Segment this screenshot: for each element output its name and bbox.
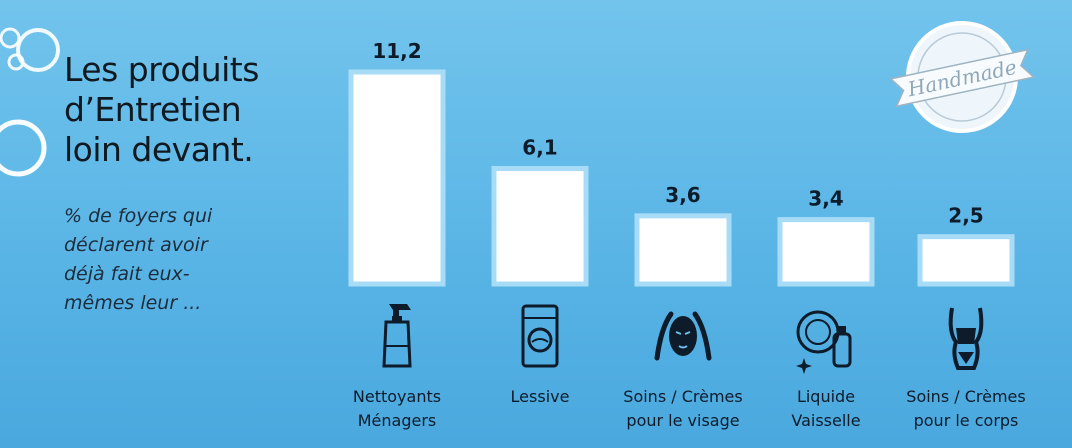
bar-2	[491, 166, 589, 287]
category-label-1-line-2: Ménagers	[358, 411, 437, 430]
category-label-5-line-2: pour le corps	[914, 411, 1019, 430]
category-label-3-line-2: pour le visage	[626, 411, 739, 430]
category-label-4-line-2: Vaisselle	[791, 411, 860, 430]
category-label-5-line-1: Soins / Crèmes	[906, 387, 1025, 406]
data-label-1: 11,2	[372, 39, 421, 63]
decorative-bubbles	[0, 27, 60, 177]
washing-machine-icon	[521, 304, 559, 368]
bar-3	[634, 213, 732, 287]
body-care-icon	[948, 307, 984, 370]
face-care-icon	[654, 311, 712, 361]
bar-4	[777, 217, 875, 287]
category-label-4-line-1: Liquide	[797, 387, 855, 406]
bar-1	[348, 69, 446, 287]
category-label-1-line-1: Nettoyants	[353, 387, 441, 406]
data-label-3: 3,6	[665, 183, 700, 207]
dish-soap-icon	[796, 310, 852, 374]
data-label-2: 6,1	[522, 136, 557, 160]
spray-bottle-icon	[382, 304, 412, 368]
category-label-2-line-1: Lessive	[511, 387, 570, 406]
chart-title: Les produits d’Entretien loin devant.	[64, 50, 259, 169]
bar-5	[917, 234, 1015, 287]
data-label-4: 3,4	[808, 187, 843, 211]
data-label-5: 2,5	[948, 204, 983, 228]
category-label-3-line-1: Soins / Crèmes	[623, 387, 742, 406]
handmade-badge: Handmade	[889, 21, 1036, 133]
chart-subtitle: % de foyers qui déclarent avoir déjà fai…	[64, 205, 213, 314]
